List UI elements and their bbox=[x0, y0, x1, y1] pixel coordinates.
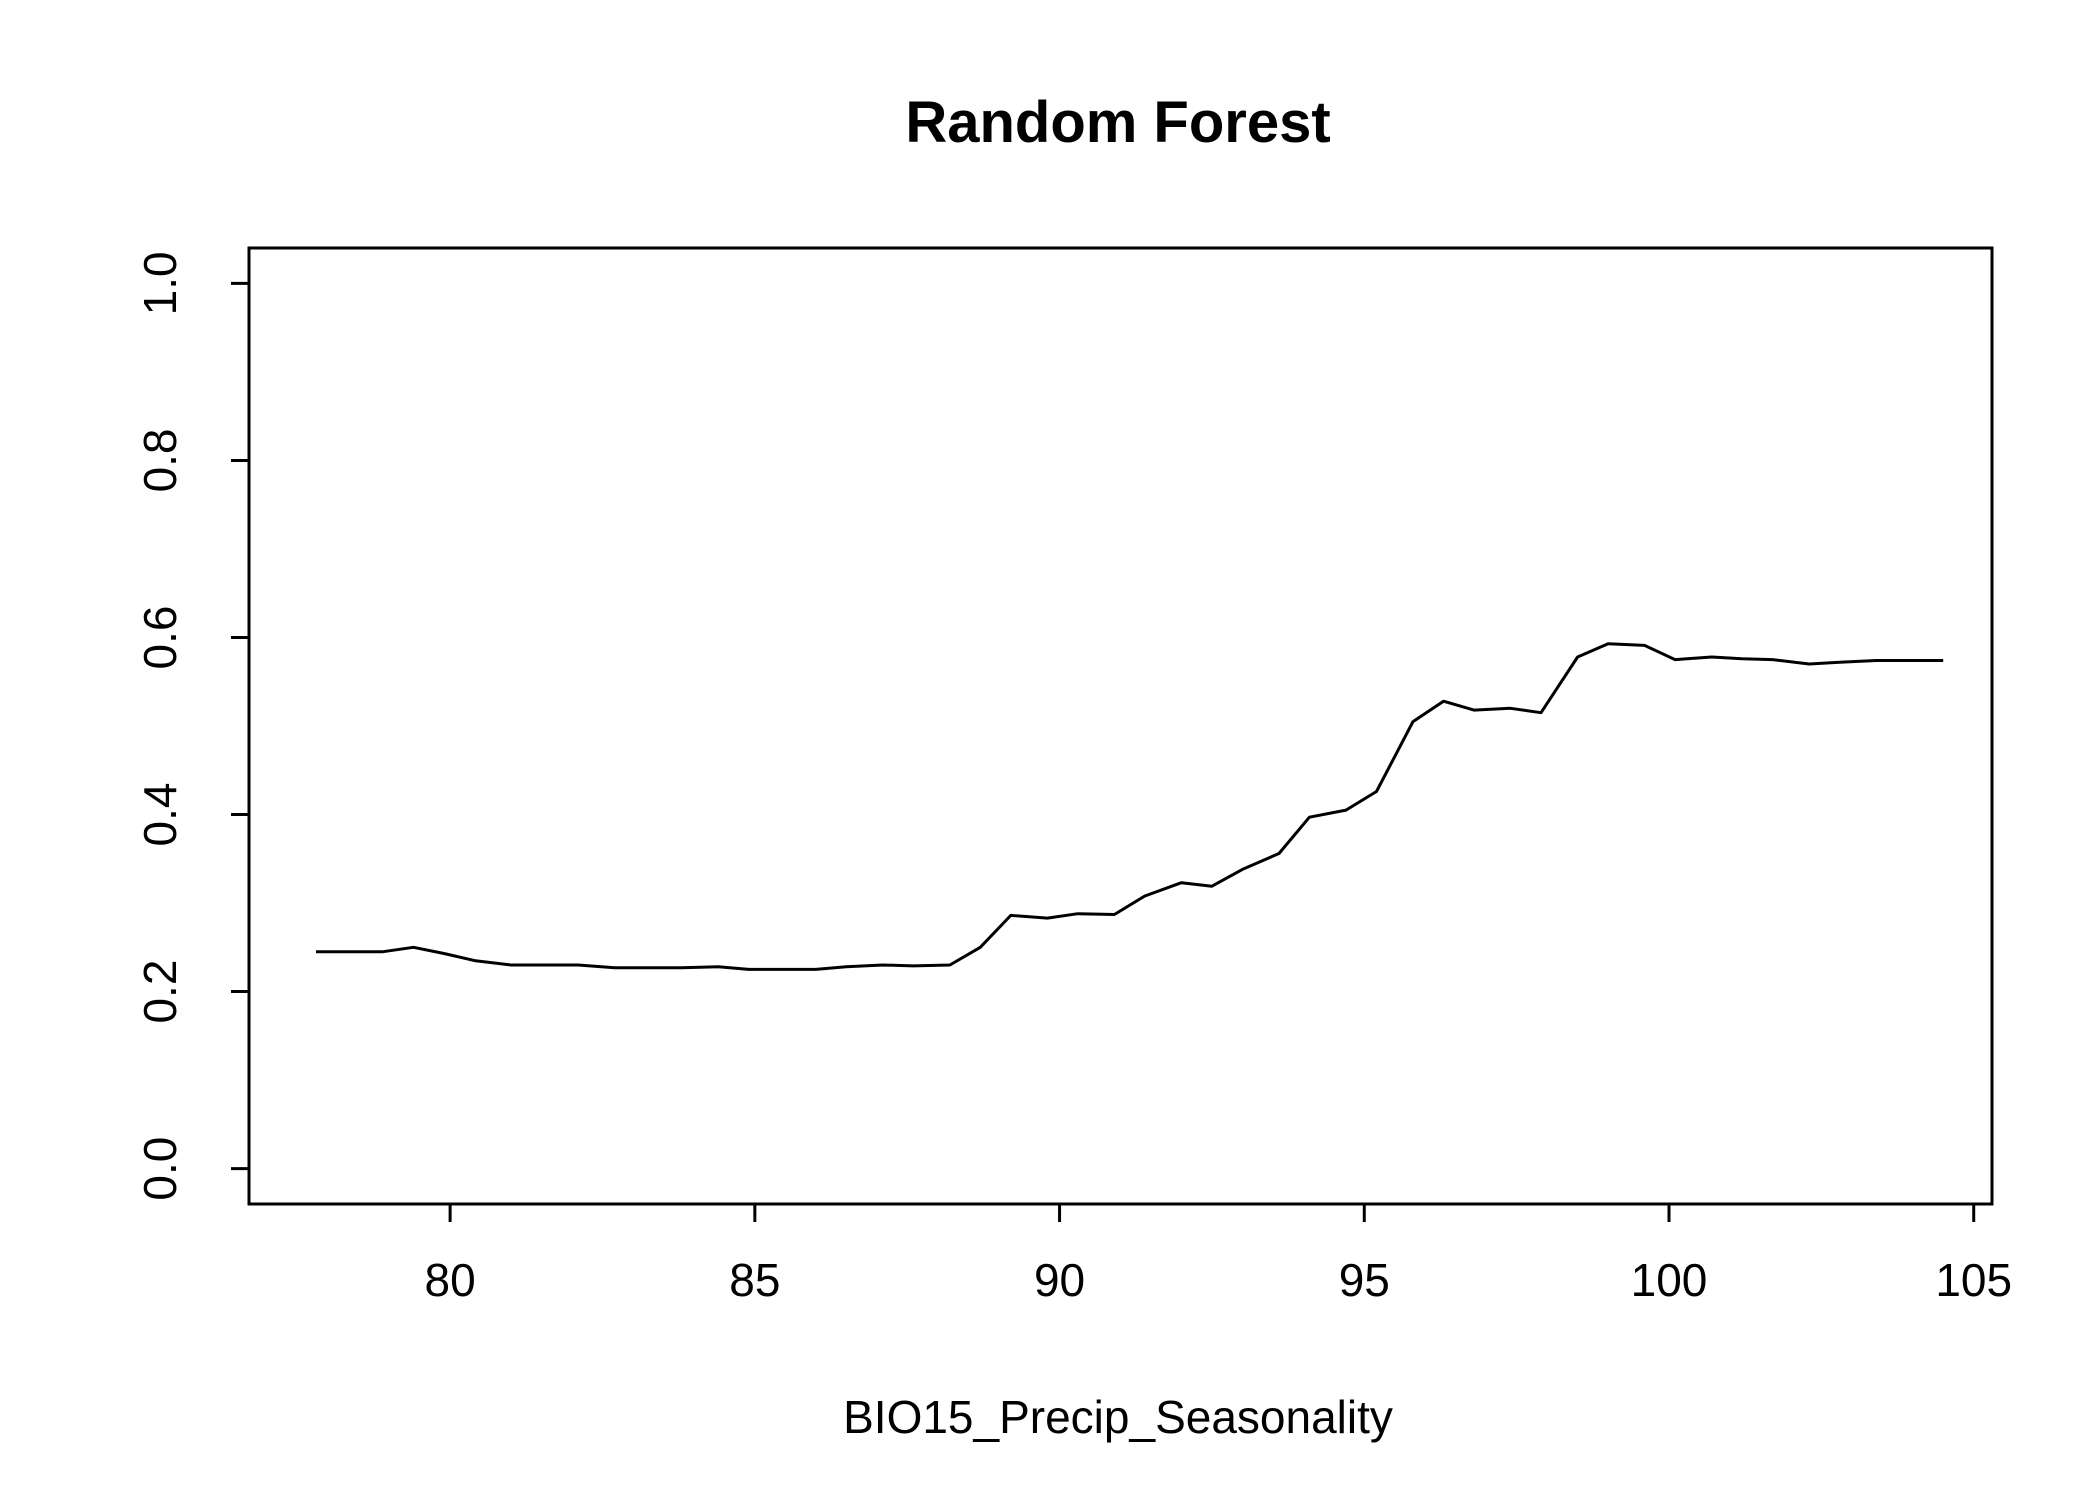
x-tick-label: 95 bbox=[1339, 1254, 1390, 1306]
y-tick-label: 0.6 bbox=[134, 606, 186, 670]
y-tick-label: 0.2 bbox=[134, 960, 186, 1024]
x-tick-label: 85 bbox=[729, 1254, 780, 1306]
series-line bbox=[316, 642, 1944, 971]
x-axis-label: BIO15_Precip_Seasonality bbox=[843, 1391, 1393, 1443]
x-tick-label: 100 bbox=[1631, 1254, 1708, 1306]
x-tick-label: 105 bbox=[1935, 1254, 2012, 1306]
plot-frame bbox=[247, 246, 1994, 1206]
y-tick-label: 0.8 bbox=[134, 428, 186, 492]
x-tick-label: 80 bbox=[425, 1254, 476, 1306]
y-tick-label: 0.0 bbox=[134, 1137, 186, 1201]
y-axis: 0.0 0.2 0.4 0.6 0.8 1.0 bbox=[134, 251, 251, 1201]
chart-title: Random Forest bbox=[905, 90, 1330, 155]
x-axis: 80 85 90 95 100 105 bbox=[425, 1202, 2012, 1306]
x-tick-label: 90 bbox=[1034, 1254, 1085, 1306]
y-tick-label: 0.4 bbox=[134, 783, 186, 847]
y-tick-label: 1.0 bbox=[134, 251, 186, 315]
